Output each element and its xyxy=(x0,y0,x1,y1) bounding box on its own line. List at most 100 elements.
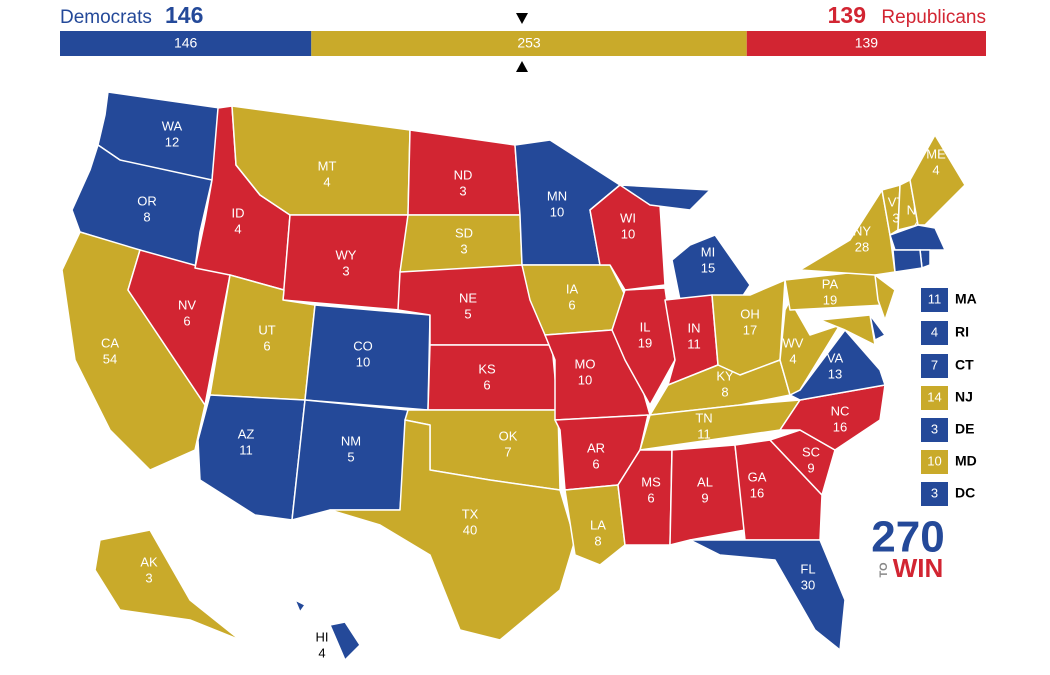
state-ev: 16 xyxy=(750,485,764,500)
state-ev: 54 xyxy=(103,351,117,366)
state-ev: 3 xyxy=(460,241,467,256)
state-shape xyxy=(734,439,823,541)
state-abbr: OH xyxy=(740,306,760,321)
state-abbr: VA xyxy=(827,350,844,365)
state-shape xyxy=(819,314,876,346)
state-ev: 7 xyxy=(504,444,511,459)
state-box xyxy=(921,418,948,442)
state-shape xyxy=(197,394,306,521)
marker-top xyxy=(516,13,528,24)
state-abbr: KS xyxy=(478,361,496,376)
state-abbr: NJ xyxy=(955,389,973,405)
state-ev: 9 xyxy=(807,460,814,475)
logo-small: TO xyxy=(878,562,890,578)
state-abbr: MD xyxy=(955,453,977,469)
state-ev: 3 xyxy=(342,263,349,278)
state-abbr: NM xyxy=(341,433,361,448)
state-ev: 6 xyxy=(263,338,270,353)
state-box xyxy=(921,288,948,312)
state-abbr: RI xyxy=(955,324,969,340)
state-shape xyxy=(329,419,576,641)
state-abbr: NY xyxy=(853,223,871,238)
state-box xyxy=(921,450,948,474)
state-ev: 10 xyxy=(621,226,635,241)
state-ev: 4 xyxy=(323,174,330,189)
bar-label: 139 xyxy=(855,35,879,51)
state-ev: 13 xyxy=(828,366,842,381)
state-ev: 5 xyxy=(347,449,354,464)
state-ev: 6 xyxy=(183,313,190,328)
state-shape xyxy=(799,189,896,276)
state-ev: 4 xyxy=(318,645,325,660)
state-abbr: IN xyxy=(688,320,701,335)
state-abbr: MO xyxy=(575,356,596,371)
state-abbr: GA xyxy=(748,469,767,484)
state-abbr: SC xyxy=(802,444,820,459)
state-ev: 15 xyxy=(701,260,715,275)
state-ev: 11 xyxy=(687,336,701,351)
state-abbr: DC xyxy=(955,485,975,501)
state-shape xyxy=(294,599,306,613)
state-abbr: DE xyxy=(955,421,974,437)
state-ev: 30 xyxy=(801,577,815,592)
bar-segment xyxy=(746,31,986,56)
state-ev: 4 xyxy=(789,351,796,366)
state-ev: 11 xyxy=(928,291,942,306)
state-abbr: FL xyxy=(800,561,815,576)
state-ev: 3 xyxy=(459,183,466,198)
state-shape xyxy=(689,539,846,651)
state-ev: 11 xyxy=(239,442,253,457)
state-ev: 12 xyxy=(165,134,179,149)
dem-total: 146 xyxy=(165,2,203,28)
state-ev: 10 xyxy=(578,372,592,387)
state-abbr: WY xyxy=(336,247,357,262)
state-abbr: LA xyxy=(590,517,606,532)
state-ev: 3 xyxy=(892,210,899,225)
state-abbr: CA xyxy=(101,335,119,350)
state-ev: 28 xyxy=(855,239,869,254)
state-abbr: SD xyxy=(455,225,473,240)
bar-label: 253 xyxy=(517,35,541,51)
state-ev: 5 xyxy=(464,306,471,321)
state-abbr: ID xyxy=(232,205,245,220)
state-shape xyxy=(94,529,241,641)
state-box xyxy=(921,482,948,506)
state-ev: 3 xyxy=(931,485,938,500)
state-abbr: AR xyxy=(587,440,605,455)
state-ev: 6 xyxy=(647,490,654,505)
state-ev: 6 xyxy=(592,456,599,471)
state-abbr: MN xyxy=(547,188,567,203)
state-ev: 4 xyxy=(931,324,938,339)
state-box xyxy=(921,321,948,345)
state-shape xyxy=(889,224,946,251)
state-shape xyxy=(329,621,361,661)
bar-label: 146 xyxy=(174,35,198,51)
state-ev: 10 xyxy=(927,453,941,468)
state-abbr: IA xyxy=(566,281,579,296)
state-abbr: ND xyxy=(454,167,473,182)
state-abbr: WV xyxy=(783,335,804,350)
state-ev: 6 xyxy=(568,297,575,312)
state-abbr: CT xyxy=(955,357,974,373)
logo-word: WIN xyxy=(893,553,944,583)
state-ev: 19 xyxy=(823,292,837,307)
state-shape xyxy=(564,484,626,566)
state-shape xyxy=(892,249,923,273)
logo-number: 270 xyxy=(871,513,944,562)
state-abbr: PA xyxy=(822,276,839,291)
state-ev: 7 xyxy=(931,357,938,372)
state-ev: 8 xyxy=(594,533,601,548)
state-abbr: OR xyxy=(137,193,157,208)
state-abbr: NV xyxy=(178,297,196,312)
state-ev: 8 xyxy=(143,209,150,224)
marker-bottom xyxy=(516,61,528,72)
state-ev: 40 xyxy=(463,522,477,537)
state-abbr: NC xyxy=(831,403,850,418)
state-shape xyxy=(669,444,746,546)
state-ev: 10 xyxy=(550,204,564,219)
state-ev: 8 xyxy=(721,384,728,399)
state-ev: 6 xyxy=(483,377,490,392)
state-abbr: TN xyxy=(695,410,712,425)
state-ev: 9 xyxy=(701,490,708,505)
